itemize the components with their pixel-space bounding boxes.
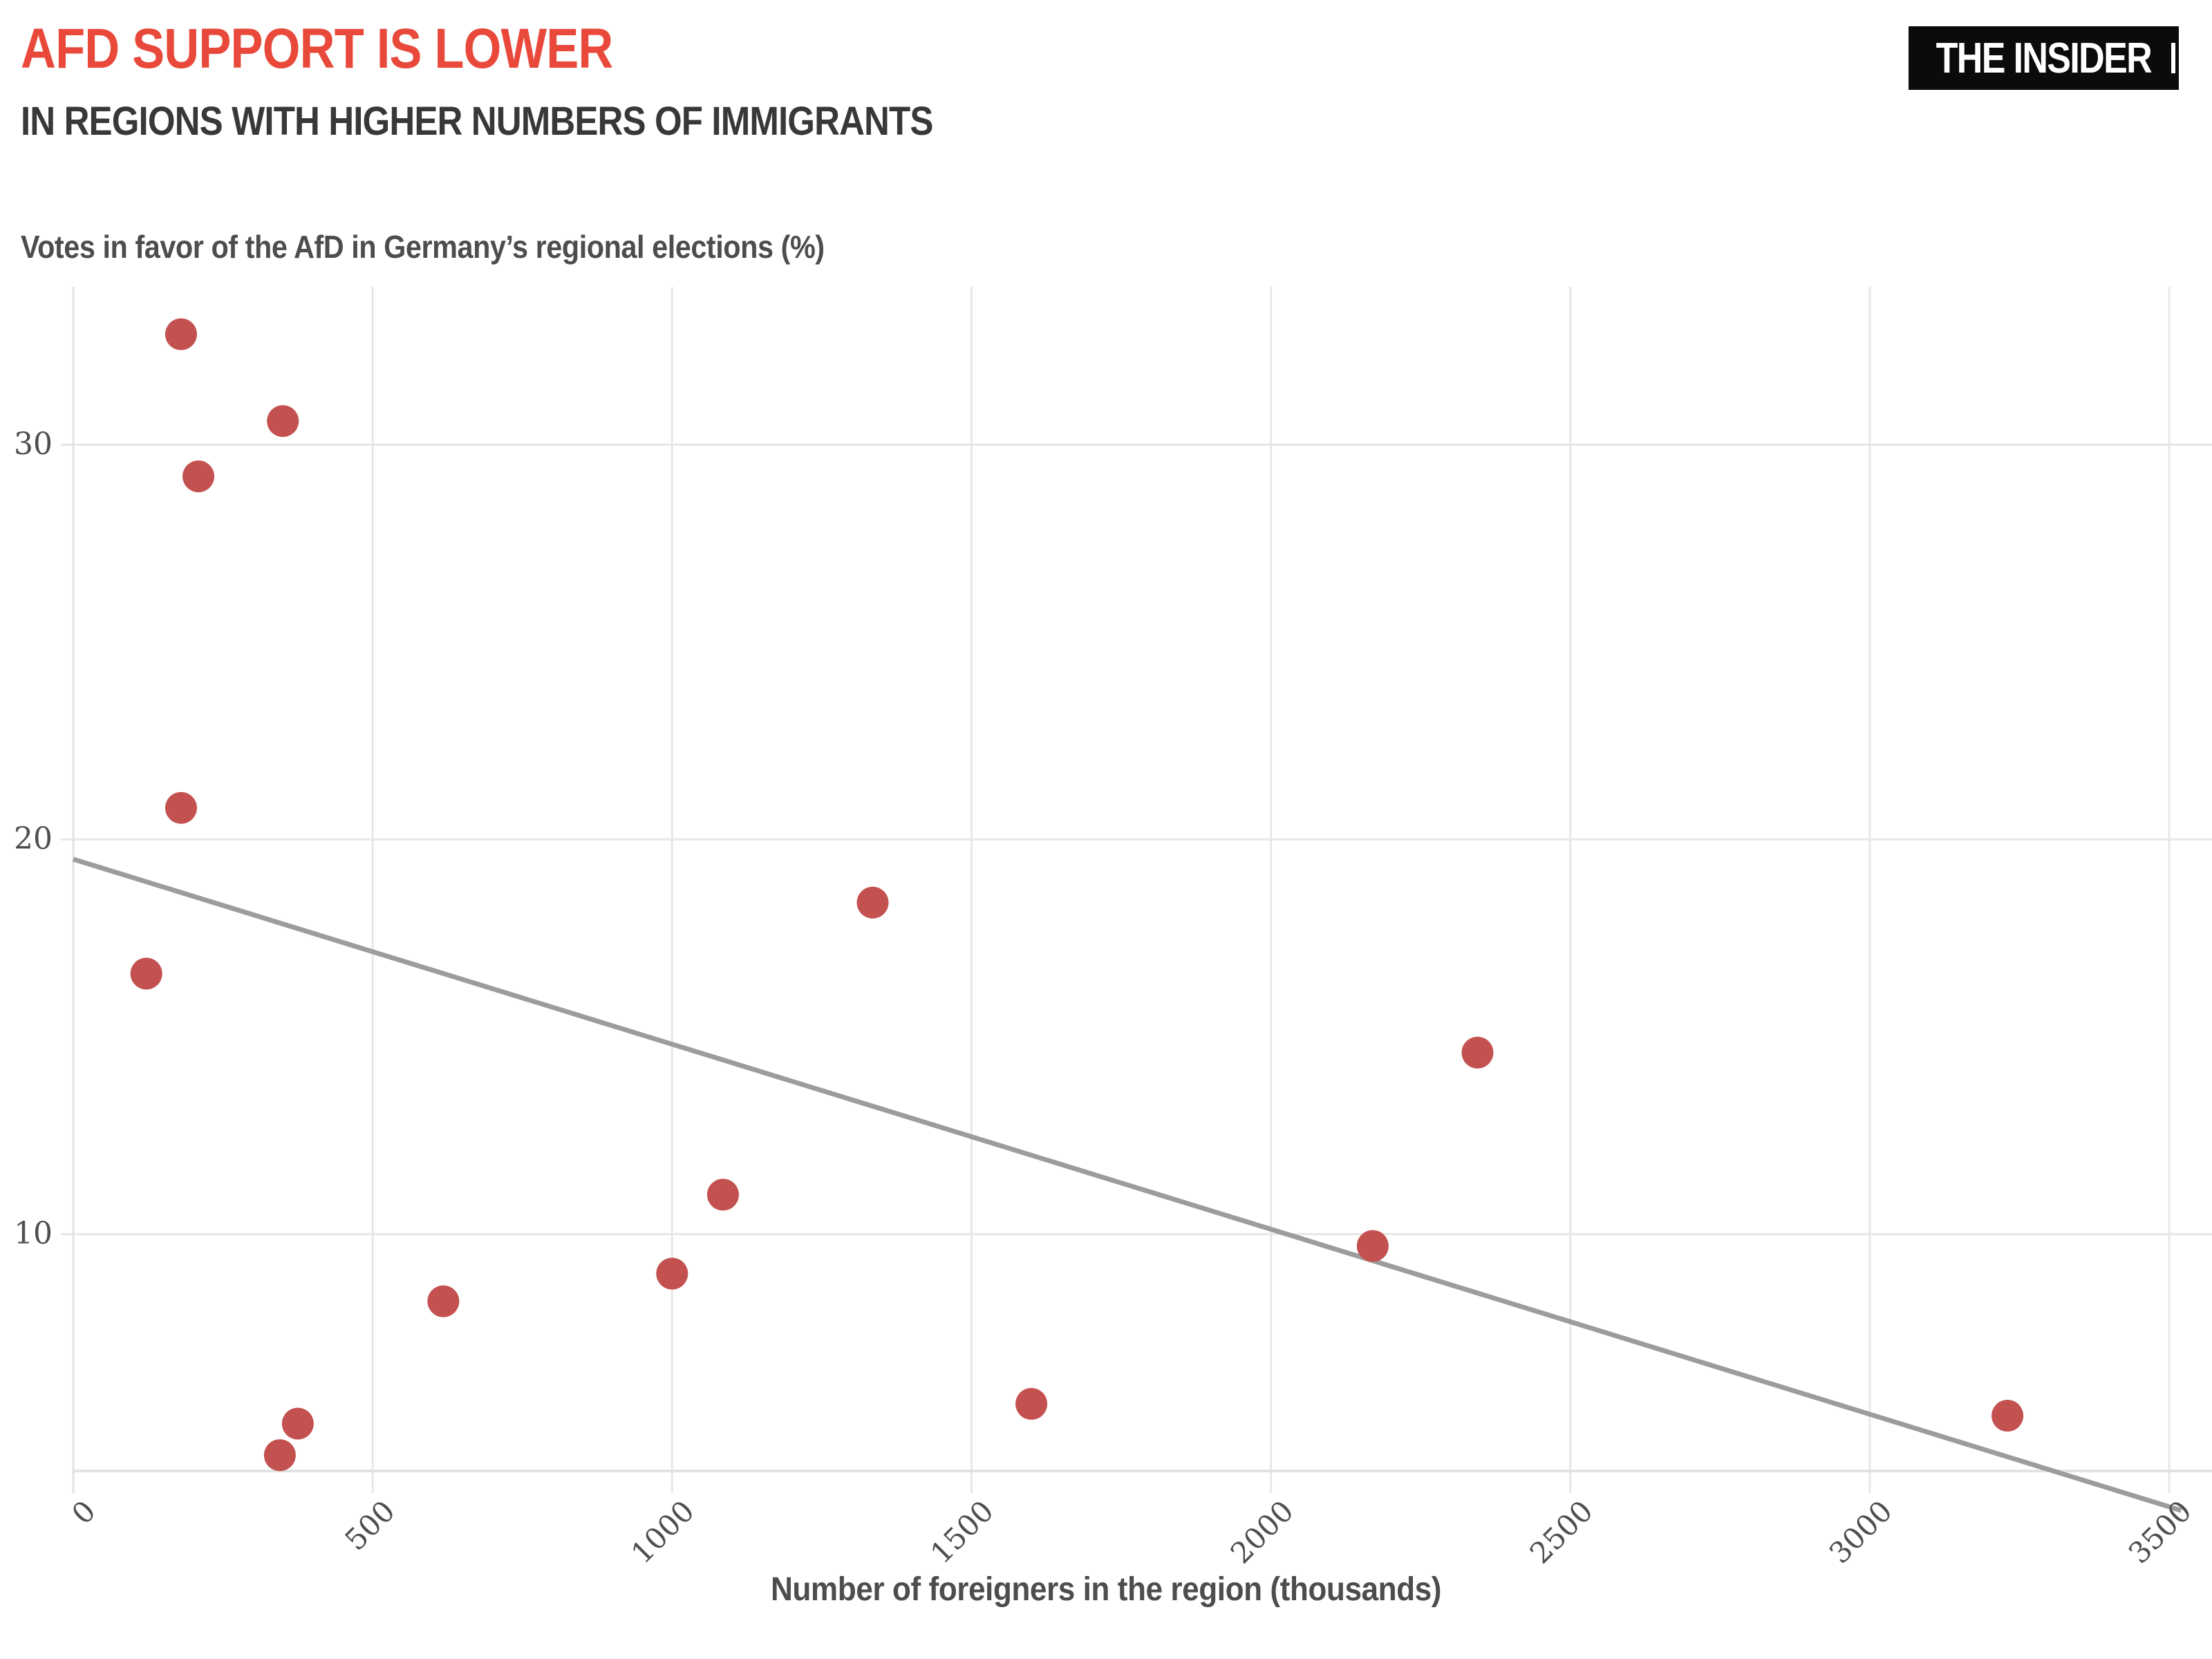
data-point-7[interactable]	[706, 1179, 739, 1211]
data-point-11[interactable]	[1015, 1387, 1048, 1420]
y-tick-label-30: 30	[14, 427, 53, 462]
publisher-logo-cursor-bar	[2171, 43, 2175, 73]
data-point-5[interactable]	[856, 886, 889, 919]
data-point-1[interactable]	[267, 405, 299, 438]
x-axis-title: Number of foreigners in the region (thou…	[770, 1571, 1442, 1608]
data-point-3[interactable]	[165, 791, 197, 824]
data-point-13[interactable]	[1991, 1400, 2024, 1432]
chart-title: AFD SUPPORT IS LOWER	[21, 17, 613, 80]
trend-line	[72, 856, 2182, 1513]
data-point-4[interactable]	[130, 957, 162, 990]
chart-subtitle: IN REGIONS WITH HIGHER NUMBERS OF IMMIGR…	[21, 99, 933, 144]
y-tick-label-20: 20	[14, 821, 53, 857]
data-point-14[interactable]	[263, 1439, 296, 1472]
publisher-logo: THE INSIDER	[1909, 26, 2179, 90]
y-axis-note: Votes in favor of the AfD in Germany’s r…	[21, 229, 825, 265]
data-point-12[interactable]	[281, 1407, 314, 1440]
data-point-8[interactable]	[1356, 1230, 1389, 1262]
y-tick-label-10: 10	[14, 1216, 53, 1252]
publisher-logo-text: THE INSIDER	[1936, 34, 2153, 82]
data-point-10[interactable]	[427, 1285, 460, 1318]
data-point-0[interactable]	[165, 318, 197, 350]
data-point-2[interactable]	[182, 460, 215, 493]
data-point-6[interactable]	[1461, 1036, 1494, 1069]
data-point-9[interactable]	[656, 1257, 688, 1290]
